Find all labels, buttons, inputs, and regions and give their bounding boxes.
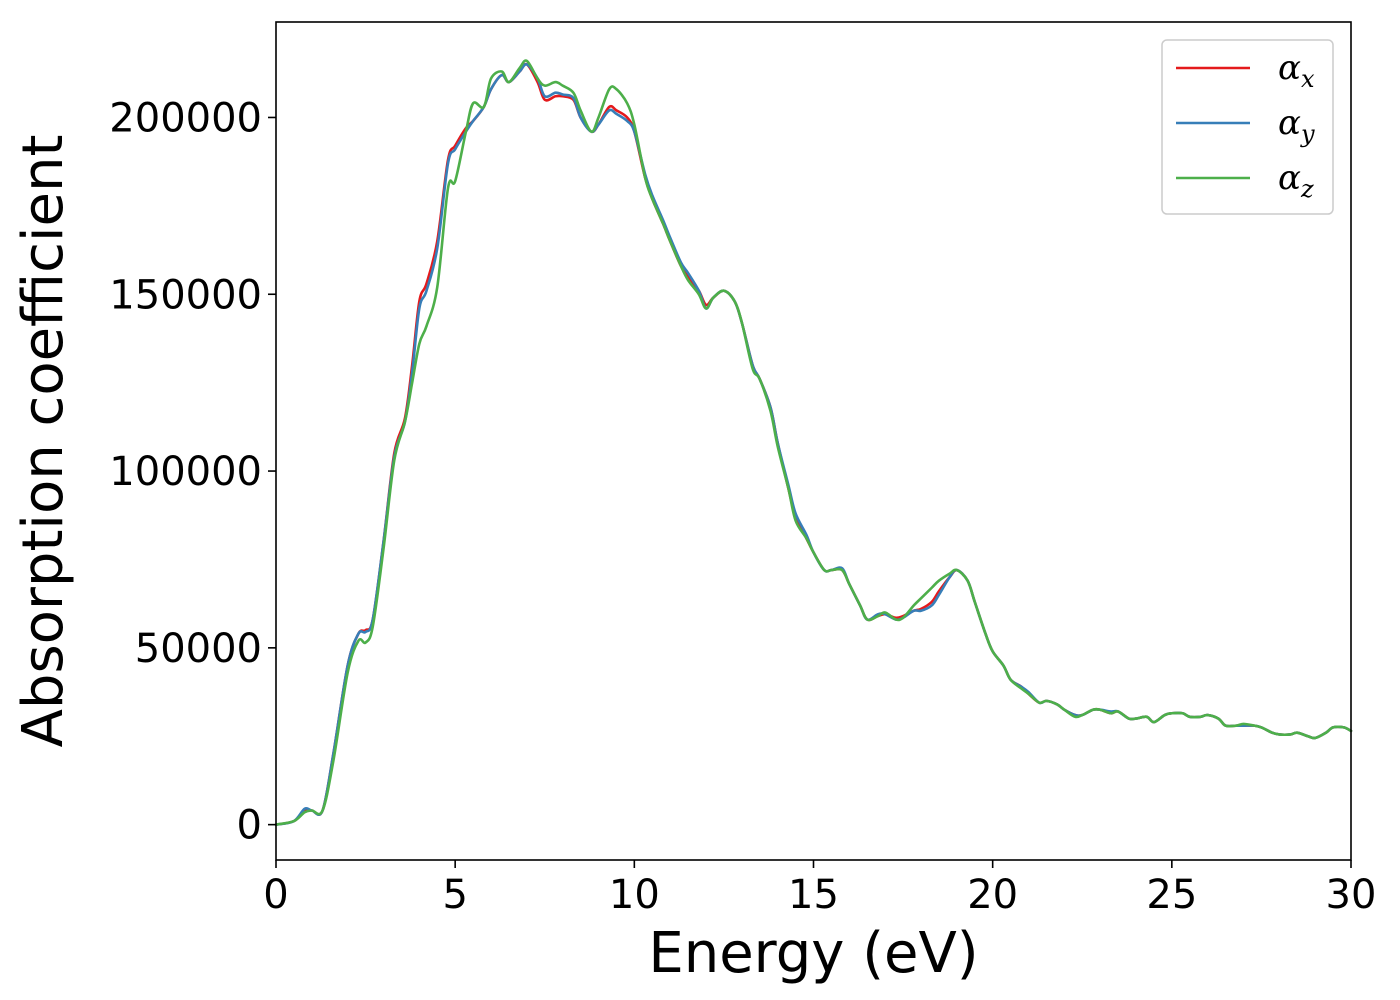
x-tick-label: 30	[1326, 872, 1377, 918]
x-tick-label: 10	[609, 872, 660, 918]
y-tick-label: 200000	[109, 95, 262, 141]
y-tick-label: 50000	[135, 626, 262, 672]
x-tick-label: 20	[967, 872, 1018, 918]
y-tick-label: 100000	[109, 449, 262, 495]
y-axis-title: Absorption coefficient	[11, 135, 76, 748]
legend-box	[1161, 39, 1334, 215]
y-axis: 0 50000 100000 150000 200000	[109, 95, 276, 849]
y-tick-label: 150000	[109, 272, 262, 318]
x-axis-title: Energy (eV)	[648, 921, 978, 986]
series-layer	[274, 59, 1353, 826]
x-tick-label: 0	[263, 872, 288, 918]
x-tick-label: 15	[788, 872, 839, 918]
x-axis: 0 5 10 15 20 25 30	[263, 860, 1376, 918]
x-tick-label: 25	[1146, 872, 1197, 918]
y-tick-label: 0	[237, 803, 262, 849]
series-line-alpha-z	[274, 59, 1353, 826]
x-tick-label: 5	[442, 872, 467, 918]
